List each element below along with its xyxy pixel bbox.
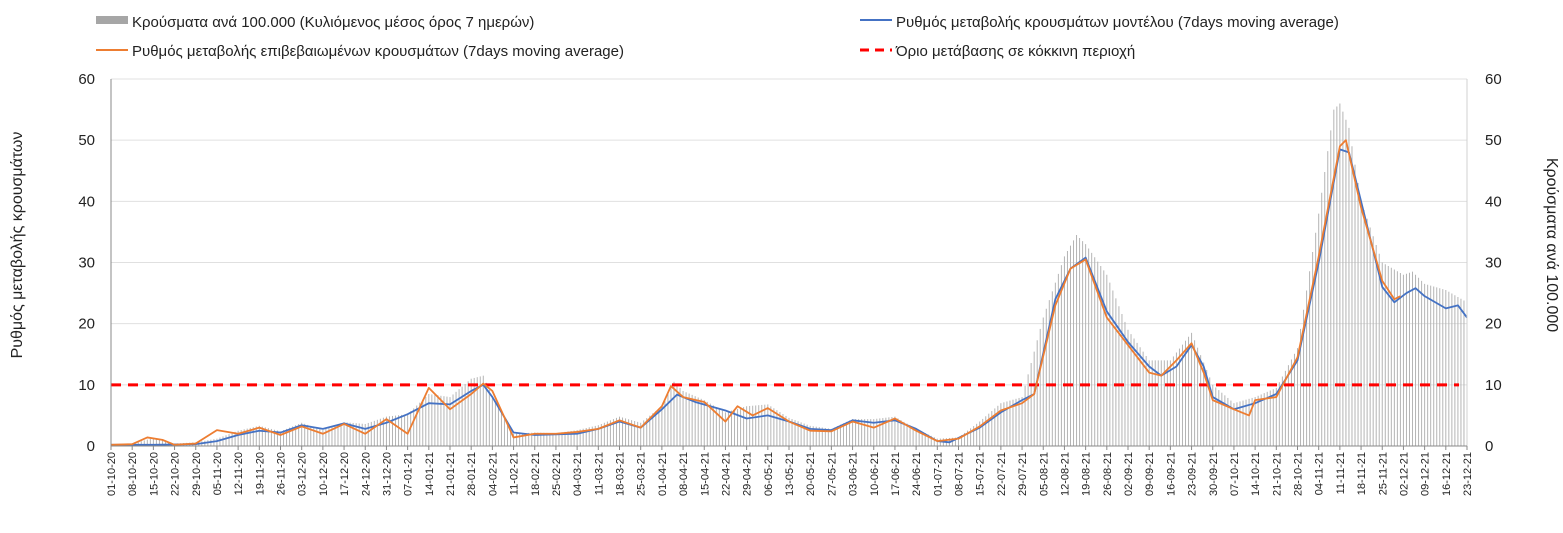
lines [110, 139, 1468, 446]
y-tick-label-left: 0 [87, 438, 95, 455]
x-tick-label: 12-08-21 [1059, 452, 1071, 496]
x-tick-label: 02-09-21 [1123, 452, 1135, 496]
y-tick-label-left: 30 [78, 255, 95, 272]
bars [110, 103, 1468, 446]
x-tick-label: 28-10-21 [1293, 452, 1305, 496]
x-tick-label: 15-04-21 [699, 452, 711, 496]
x-tick-label: 08-07-21 [954, 452, 966, 496]
x-tick-label: 18-11-21 [1356, 452, 1368, 495]
x-tick-label: 06-05-21 [763, 452, 775, 496]
series-line [111, 148, 1468, 446]
x-tick-label: 09-12-21 [1420, 452, 1432, 496]
legend-bar-swatch [96, 16, 128, 24]
y-tick-label-right: 20 [1485, 316, 1502, 333]
y-ticks-right: 0 10 20 30 40 50 60 [1485, 71, 1502, 455]
x-tick-label: 25-11-21 [1377, 452, 1389, 495]
x-tick-label: 20-05-21 [805, 452, 817, 496]
x-tick-label: 25-03-21 [636, 452, 648, 496]
x-tick-label: 09-09-21 [1144, 452, 1156, 496]
legend-threshold-label: Όριο μετάβασης σε κόκκινη περιοχή [895, 43, 1135, 60]
x-tick-label: 03-06-21 [848, 452, 860, 496]
x-tick-label: 18-03-21 [615, 452, 627, 496]
x-tick-label: 03-12-20 [297, 452, 309, 496]
x-tick-label: 29-07-21 [1017, 452, 1029, 496]
x-tick-label: 14-01-21 [424, 452, 436, 496]
x-tick-label: 14-10-21 [1250, 452, 1262, 496]
y-tick-label-right: 40 [1485, 193, 1502, 210]
legend: Κρούσματα ανά 100.000 (Κυλιόμενος μέσος … [96, 14, 1339, 60]
y-tick-label-left: 50 [78, 132, 95, 149]
x-tick-label: 08-10-20 [127, 452, 139, 496]
x-tick-label: 11-11-21 [1335, 452, 1347, 494]
y-tick-label-right: 0 [1485, 438, 1493, 455]
x-tick-label: 08-04-21 [678, 452, 690, 496]
x-tick-label: 21-01-21 [445, 452, 457, 496]
y-tick-label-right: 10 [1485, 377, 1502, 394]
x-tick-label: 01-07-21 [932, 452, 944, 496]
x-tick-label: 15-07-21 [975, 452, 987, 496]
x-tick-label: 15-10-20 [148, 452, 160, 496]
x-tick-label: 11-02-21 [509, 452, 521, 495]
legend-model-label: Ρυθμός μεταβολής κρουσμάτων μοντέλου (7d… [896, 14, 1339, 31]
x-tick-label: 18-02-21 [530, 452, 542, 496]
x-tick-label: 16-09-21 [1165, 452, 1177, 496]
x-tick-label: 11-03-21 [593, 452, 605, 495]
x-tick-label: 12-11-20 [233, 452, 245, 495]
x-tick-label: 27-05-21 [826, 452, 838, 496]
y-axis-title-right: Κρούσματα ανά 100.000 [1543, 158, 1560, 332]
x-tick-label: 05-11-20 [212, 452, 224, 495]
x-tick-label: 22-07-21 [996, 452, 1008, 496]
x-tick-label: 10-06-21 [869, 452, 881, 496]
series-line [110, 139, 1401, 446]
x-ticks: 01-10-20 08-10-20 15-10-20 22-10-20 29-10-20… [106, 446, 1474, 496]
x-tick-label: 22-10-20 [170, 452, 182, 496]
x-tick-label: 23-09-21 [1187, 452, 1199, 496]
x-tick-label: 13-05-21 [784, 452, 796, 496]
x-tick-label: 07-01-21 [403, 452, 415, 496]
x-tick-label: 01-10-20 [106, 452, 118, 496]
legend-confirmed-label: Ρυθμός μεταβολής επιβεβαιωμένων κρουσμάτ… [132, 43, 624, 60]
y-ticks-left: 0 10 20 30 40 50 60 [78, 71, 95, 455]
x-tick-label: 19-11-20 [254, 452, 266, 495]
x-tick-label: 17-06-21 [890, 452, 902, 496]
x-tick-label: 24-06-21 [911, 452, 923, 496]
y-tick-label-right: 30 [1485, 255, 1502, 272]
x-tick-label: 04-11-21 [1314, 452, 1326, 495]
x-tick-label: 23-12-21 [1462, 452, 1474, 496]
x-tick-label: 17-12-20 [339, 452, 351, 496]
x-tick-label: 05-08-21 [1038, 452, 1050, 496]
legend-bar-label: Κρούσματα ανά 100.000 (Κυλιόμενος μέσος … [132, 14, 534, 31]
x-tick-label: 29-04-21 [742, 452, 754, 496]
x-tick-label: 29-10-20 [191, 452, 203, 496]
y-axis-title-left: Ρυθμός μεταβολής κρουσμάτων [9, 132, 26, 359]
x-tick-label: 01-04-21 [657, 452, 669, 496]
y-tick-label-right: 60 [1485, 71, 1502, 88]
gridlines [111, 78, 1467, 386]
y-tick-label-left: 60 [78, 71, 95, 88]
y-tick-label-left: 40 [78, 193, 95, 210]
x-tick-label: 10-12-20 [318, 452, 330, 496]
x-tick-label: 31-12-20 [381, 452, 393, 496]
x-tick-label: 28-01-21 [466, 452, 478, 496]
y-tick-label-left: 10 [78, 377, 95, 394]
x-tick-label: 30-09-21 [1208, 452, 1220, 496]
y-tick-label-left: 20 [78, 316, 95, 333]
x-tick-label: 26-11-20 [276, 452, 288, 495]
x-tick-label: 04-02-21 [487, 452, 499, 496]
x-tick-label: 25-02-21 [551, 452, 563, 496]
x-tick-label: 19-08-21 [1081, 452, 1093, 496]
y-tick-label-right: 50 [1485, 132, 1502, 149]
x-tick-label: 02-12-21 [1398, 452, 1410, 496]
x-tick-label: 21-10-21 [1271, 452, 1283, 496]
x-tick-label: 22-04-21 [720, 452, 732, 496]
x-tick-label: 24-12-20 [360, 452, 372, 496]
x-tick-label: 16-12-21 [1441, 452, 1453, 496]
x-tick-label: 07-10-21 [1229, 452, 1241, 496]
x-tick-label: 04-03-21 [572, 452, 584, 496]
x-tick-label: 26-08-21 [1102, 452, 1114, 496]
